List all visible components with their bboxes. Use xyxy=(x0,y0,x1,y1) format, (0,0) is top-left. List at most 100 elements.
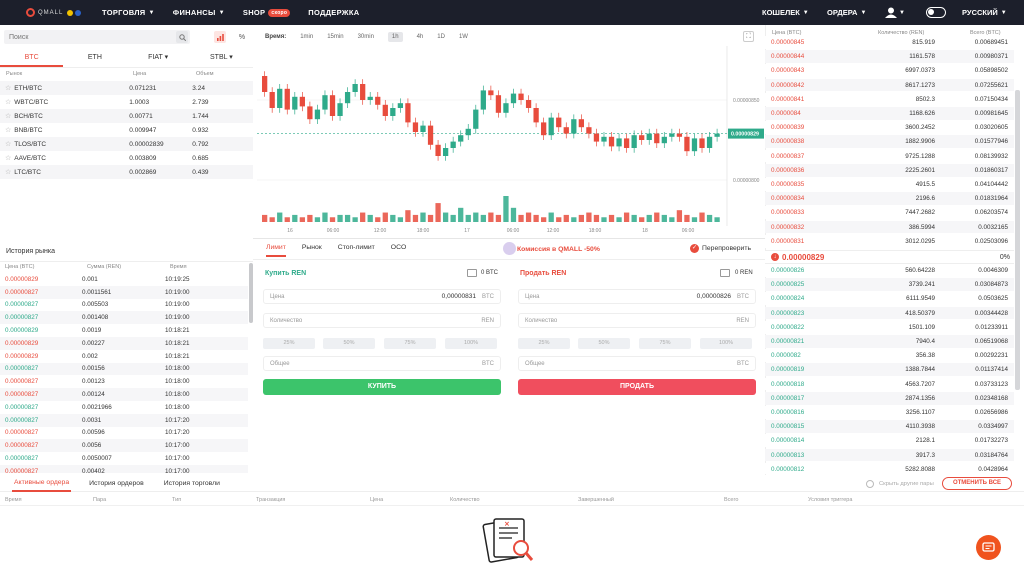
bid-row[interactable]: 0.00000813 3917.3 0.03184764 xyxy=(765,448,1014,462)
col-price[interactable]: Цена xyxy=(133,71,147,77)
wallet-icon[interactable] xyxy=(720,269,730,277)
ask-row[interactable]: 0.00000832 386.5994 0.0032165 xyxy=(765,220,1014,234)
buy-button[interactable]: КУПИТЬ xyxy=(263,379,501,395)
nav-trading[interactable]: ТОРГОВЛЯ ▼ xyxy=(102,8,155,17)
pair-row[interactable]: ☆ BCH/BTC 0.00771 1.744 xyxy=(0,109,253,123)
nav-shop[interactable]: SHOP скоро xyxy=(243,8,291,17)
sell-button[interactable]: ПРОДАТЬ xyxy=(518,379,756,395)
ask-row[interactable]: 0.00000833 7447.2682 0.06203574 xyxy=(765,206,1014,220)
buy-100-button[interactable]: 100% xyxy=(445,338,497,349)
star-icon[interactable]: ☆ xyxy=(5,127,12,134)
buy-quantity-field[interactable]: Количество REN xyxy=(263,313,501,328)
nav-wallet[interactable]: КОШЕЛЕК ▼ xyxy=(762,8,809,17)
tab-oco[interactable]: OCO xyxy=(390,244,407,251)
pair-row[interactable]: ☆ AAVE/BTC 0.003809 0.685 xyxy=(0,151,253,165)
nav-orders[interactable]: ОРДЕРА ▼ xyxy=(827,8,867,17)
col-volume[interactable]: Объем xyxy=(196,71,214,77)
tab-limit[interactable]: Лимит xyxy=(266,244,286,257)
tab-eth[interactable]: ETH xyxy=(87,54,102,61)
bid-row[interactable]: 0.00000823 418.50379 0.00344428 xyxy=(765,306,1014,320)
ask-row[interactable]: 0.00000839 3600.2452 0.03020605 xyxy=(765,121,1014,135)
fullscreen-icon[interactable]: ⛶ xyxy=(743,31,754,42)
bid-row[interactable]: 0.00000824 6111.9549 0.0503625 xyxy=(765,292,1014,306)
pair-row[interactable]: ☆ BNB/BTC 0.009947 0.932 xyxy=(0,123,253,137)
star-icon[interactable]: ☆ xyxy=(5,141,12,148)
theme-toggle[interactable] xyxy=(926,0,946,25)
bid-row[interactable]: 0.00000814 2128.1 0.01732273 xyxy=(765,434,1014,448)
scrollbar[interactable] xyxy=(1015,90,1020,390)
tab-stop-limit[interactable]: Стоп-лимит xyxy=(337,244,375,251)
star-icon[interactable]: ☆ xyxy=(5,169,12,176)
bid-row[interactable]: 0.00000822 1501.109 0.01233911 xyxy=(765,320,1014,334)
buy-price-field[interactable]: Цена 0,00000831 BTC xyxy=(263,289,501,304)
tab-btc[interactable]: BTC xyxy=(0,50,64,67)
logo[interactable]: QMALL xyxy=(26,8,94,17)
star-icon[interactable]: ☆ xyxy=(5,99,12,106)
star-icon[interactable]: ☆ xyxy=(5,113,12,120)
buy-50-button[interactable]: 50% xyxy=(323,338,375,349)
ask-row[interactable]: 0.00000842 8617.1273 0.07255621 xyxy=(765,78,1014,92)
ask-row[interactable]: 0.00000841 8502.3 0.07150434 xyxy=(765,92,1014,106)
col-market[interactable]: Рынок xyxy=(6,71,23,77)
bid-row[interactable]: 0.00000816 3256.1107 0.02656986 xyxy=(765,406,1014,419)
buy-75-button[interactable]: 75% xyxy=(384,338,436,349)
sell-50-button[interactable]: 50% xyxy=(578,338,630,349)
ask-row[interactable]: 0.00000835 4915.5 0.04104442 xyxy=(765,178,1014,191)
sell-price-field[interactable]: Цена 0,00000826 BTC xyxy=(518,289,756,304)
recheck-link[interactable]: Перепроверить xyxy=(702,245,752,252)
ask-row[interactable]: 0.00000831 3012.0295 0.02503096 xyxy=(765,234,1014,248)
wallet-icon[interactable] xyxy=(467,269,477,277)
interval-1h[interactable]: 1h xyxy=(387,32,403,42)
pair-row[interactable]: ☆ LTC/BTC 0.002869 0.439 xyxy=(0,165,253,179)
buy-total-field[interactable]: Общее BTC xyxy=(263,356,501,371)
market-search-input[interactable] xyxy=(4,30,190,44)
interval-30min[interactable]: 30min xyxy=(357,34,374,40)
nav-finance[interactable]: ФИНАНСЫ ▼ xyxy=(172,8,225,17)
pair-row[interactable]: ☆ ETH/BTC 0.071231 3.24 xyxy=(0,81,253,95)
buy-25-button[interactable]: 25% xyxy=(263,338,315,349)
cancel-all-button[interactable]: ОТМЕНИТЬ ВСЕ xyxy=(942,477,1012,490)
ask-row[interactable]: 0.00000837 9725.1288 0.08139932 xyxy=(765,149,1014,163)
tab-trade-history[interactable]: История торговли xyxy=(163,480,220,487)
bid-row[interactable]: 0.00000825 3739.241 0.03084873 xyxy=(765,278,1014,292)
user-menu[interactable]: ▼ xyxy=(885,0,905,25)
bid-row[interactable]: 0.00000815 4110.3938 0.0334997 xyxy=(765,420,1014,434)
sell-quantity-field[interactable]: Количество REN xyxy=(518,313,756,328)
price-chart[interactable]: 0.00000850 0.00000800 0.00000829 16 06:00 12:… xyxy=(255,46,765,236)
ask-row[interactable]: 0.0000084 1168.626 0.00981645 xyxy=(765,107,1014,120)
tab-fiat[interactable]: FIAT ▾ xyxy=(148,54,169,61)
tab-order-history[interactable]: История ордеров xyxy=(89,480,144,487)
ask-row[interactable]: 0.00000834 2196.6 0.01831964 xyxy=(765,192,1014,206)
interval-15min[interactable]: 15min xyxy=(327,34,344,40)
flag-eu-icon[interactable] xyxy=(75,9,82,16)
bid-row[interactable]: 0.00000819 1388.7844 0.01137414 xyxy=(765,363,1014,377)
nav-support[interactable]: ПОДДЕРЖКА xyxy=(308,8,360,17)
interval-4h[interactable]: 4h xyxy=(416,34,424,40)
ask-row[interactable]: 0.00000845 815.919 0.00689451 xyxy=(765,36,1014,49)
bid-row[interactable]: 0.00000812 5282.8088 0.0428964 xyxy=(765,462,1014,474)
hide-pairs-checkbox[interactable] xyxy=(866,480,874,488)
search-icon[interactable] xyxy=(176,31,188,43)
bid-row[interactable]: 0.00000817 2874.1356 0.02348168 xyxy=(765,391,1014,405)
scrollbar[interactable] xyxy=(249,263,253,323)
flag-ua-icon[interactable] xyxy=(67,9,74,16)
bid-row[interactable]: 0.00000821 7940.4 0.06519068 xyxy=(765,335,1014,348)
interval-1min[interactable]: 1min xyxy=(300,34,314,40)
language-select[interactable]: РУССКИЙ ▼ xyxy=(962,8,1007,17)
pair-row[interactable]: ☆ WBTC/BTC 1.0003 2.739 xyxy=(0,95,253,109)
ask-row[interactable]: 0.00000843 6997.0373 0.05898502 xyxy=(765,64,1014,78)
sell-100-button[interactable]: 100% xyxy=(700,338,752,349)
sell-75-button[interactable]: 75% xyxy=(639,338,691,349)
ask-row[interactable]: 0.00000844 1161.578 0.00980371 xyxy=(765,50,1014,64)
tab-active-orders[interactable]: Активные ордера xyxy=(12,475,72,492)
bid-row[interactable]: 0.00000826 560.64228 0.0046309 xyxy=(765,264,1014,277)
chat-button[interactable] xyxy=(976,535,1001,560)
interval-1w[interactable]: 1W xyxy=(458,34,468,40)
interval-1d[interactable]: 1D xyxy=(437,34,445,40)
tab-market[interactable]: Рынок xyxy=(301,244,322,251)
bid-row[interactable]: 0.0000082 356.38 0.00292231 xyxy=(765,349,1014,363)
star-icon[interactable]: ☆ xyxy=(5,85,12,92)
sell-25-button[interactable]: 25% xyxy=(518,338,570,349)
commission-promo[interactable]: Комиссия в QMALL -50% xyxy=(517,246,600,253)
percent-toggle[interactable]: % xyxy=(238,33,246,41)
